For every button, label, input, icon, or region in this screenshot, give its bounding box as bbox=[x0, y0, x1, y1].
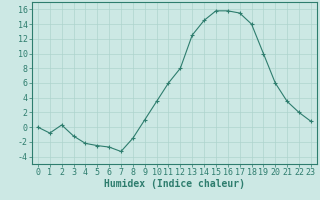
X-axis label: Humidex (Indice chaleur): Humidex (Indice chaleur) bbox=[104, 179, 245, 189]
